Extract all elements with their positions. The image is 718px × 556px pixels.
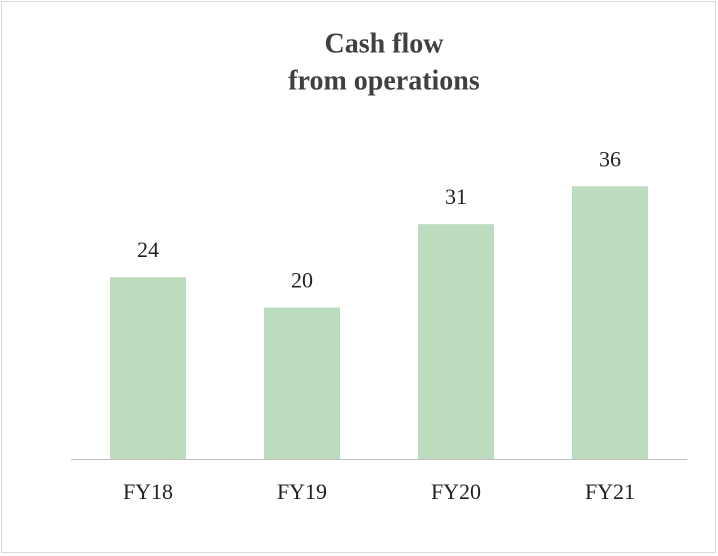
bar (572, 186, 648, 460)
bar (264, 307, 340, 459)
data-label: 20 (291, 268, 313, 293)
data-label: 36 (599, 146, 621, 171)
x-tick-label: FY21 (585, 479, 635, 504)
data-label: 24 (137, 237, 159, 262)
bar (418, 224, 494, 459)
data-label: 31 (445, 184, 467, 209)
x-tick-label: FY18 (123, 479, 173, 504)
bar (110, 277, 186, 459)
chart-title: from operations (288, 65, 480, 96)
chart-title: Cash flow (324, 28, 444, 59)
x-tick-label: FY20 (431, 479, 481, 504)
x-tick-label: FY19 (277, 479, 327, 504)
